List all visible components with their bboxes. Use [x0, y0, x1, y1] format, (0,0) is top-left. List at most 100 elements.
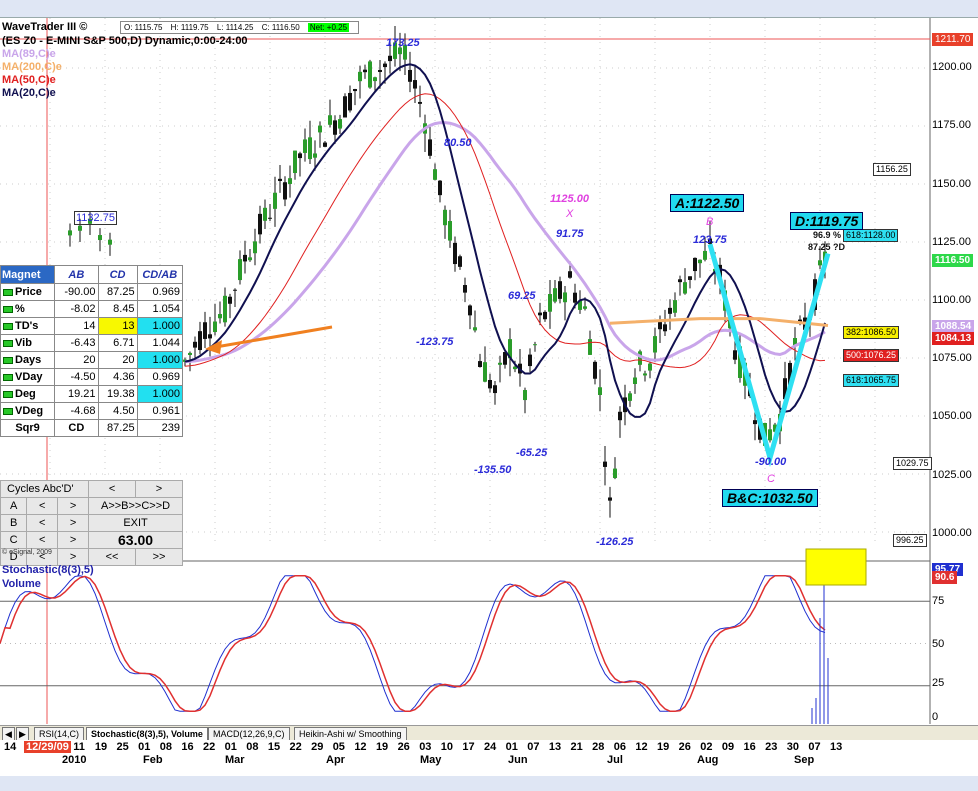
tab-macd[interactable]: MACD(12,26,9,C)	[208, 727, 290, 741]
candle-body	[783, 378, 787, 400]
row-a-label: A	[0, 497, 28, 515]
current-price-badge: 1116.50	[932, 254, 974, 267]
toggle-icon[interactable]	[3, 322, 13, 330]
candle-body	[533, 344, 537, 346]
candle-body	[388, 55, 392, 62]
ma50-legend[interactable]: MA(50,C)e	[2, 74, 56, 86]
cd-cell: 87.25	[97, 419, 138, 437]
ma89-legend[interactable]: MA(89,C)e	[2, 48, 56, 60]
candle-body	[228, 296, 232, 304]
month-label: Apr	[326, 754, 345, 766]
row-b-right-button[interactable]: >	[57, 514, 90, 532]
candle-body	[598, 387, 602, 395]
row-label[interactable]: VDay	[0, 368, 56, 386]
study-tabs: ◀ ▶ RSI(14,C) Stochastic(8(3),5), Volume…	[0, 725, 978, 741]
row-label[interactable]: Days	[0, 351, 56, 369]
toggle-icon[interactable]	[3, 305, 13, 313]
toggle-icon[interactable]	[3, 356, 13, 364]
candle-body	[768, 429, 772, 441]
tab-stochastic[interactable]: Stochastic(8(3),5), Volume	[86, 727, 208, 741]
row-c-left-button[interactable]: <	[26, 531, 59, 549]
candle-body	[473, 327, 477, 331]
table-row: Sqr9 CD 87.25 239	[0, 419, 184, 437]
row-a-right-button[interactable]: >	[57, 497, 90, 515]
stoch-tick: 50	[932, 638, 945, 650]
candle-body	[648, 363, 652, 371]
exit-button[interactable]: EXIT	[88, 514, 183, 532]
candle-body	[373, 77, 377, 82]
candle-body	[483, 362, 487, 382]
stochastic-label[interactable]: Stochastic(8(3),5)	[2, 564, 94, 576]
close-value: C: 1116.50	[261, 23, 300, 32]
row-label[interactable]: Price	[0, 283, 56, 301]
nav-forward-button[interactable]: >>	[135, 548, 183, 566]
row-label[interactable]: Vib	[0, 334, 56, 352]
candle-body	[393, 42, 397, 59]
candle-body	[448, 221, 452, 241]
toggle-icon[interactable]	[3, 407, 13, 415]
nav-back-button[interactable]: <<	[88, 548, 137, 566]
ma200-legend[interactable]: MA(200,C)e	[2, 61, 62, 73]
row-d-right-button[interactable]: >	[57, 548, 90, 566]
candle-body	[198, 331, 202, 351]
net-change: Net: +0.25	[307, 23, 350, 32]
candle-body	[683, 282, 687, 294]
cycle-prev-button[interactable]: <	[88, 480, 137, 498]
row-b-left-button[interactable]: <	[26, 514, 59, 532]
candle-body	[613, 468, 617, 479]
price-tick: 1150.00	[932, 178, 971, 190]
candle-body	[628, 393, 632, 401]
candle-body	[408, 69, 412, 82]
candle-body	[298, 153, 302, 159]
tab-scroll-right-icon[interactable]: ▶	[16, 727, 29, 741]
candle-body	[333, 120, 337, 135]
swing-label: -123.75	[416, 336, 454, 348]
ohlc-readout: O: 1115.75 H: 1119.75 L: 1114.25 C: 1116…	[120, 21, 360, 34]
row-label[interactable]: %	[0, 300, 56, 318]
row-b-label: B	[0, 514, 28, 532]
ab-cell: CD	[54, 419, 99, 437]
candle-body	[418, 101, 422, 104]
candle-body	[323, 142, 327, 147]
tab-scroll-left-icon[interactable]: ◀	[2, 727, 15, 741]
date-tick: 08	[159, 741, 172, 753]
toggle-icon[interactable]	[3, 288, 13, 296]
ma20-legend[interactable]: MA(20,C)e	[2, 87, 56, 99]
candle-body	[593, 361, 597, 379]
volume-label[interactable]: Volume	[2, 578, 41, 590]
candle-body	[563, 292, 567, 303]
ratio-cell: 0.969	[136, 368, 184, 386]
sequence-button[interactable]: A>>B>>C>>D	[88, 497, 183, 515]
cd-cell: 13	[97, 317, 138, 335]
candle-body	[558, 281, 562, 299]
candle-body	[193, 341, 197, 348]
toggle-icon[interactable]	[3, 339, 13, 347]
candle-body	[98, 235, 102, 241]
row-c-right-button[interactable]: >	[57, 531, 90, 549]
cycle-next-button[interactable]: >	[135, 480, 183, 498]
toggle-icon[interactable]	[3, 390, 13, 398]
table-row: Days 20 20 1.000	[0, 351, 184, 369]
tab-rsi[interactable]: RSI(14,C)	[34, 727, 85, 741]
date-tick: 29	[311, 741, 324, 753]
date-tick: 05	[332, 741, 345, 753]
candle-body	[188, 352, 192, 355]
row-label[interactable]: VDeg	[0, 402, 56, 420]
fib-618-top-badge: 618:1128.00	[843, 229, 899, 242]
candle-body	[543, 311, 547, 320]
candle-body	[383, 63, 387, 68]
month-label: Jun	[508, 754, 528, 766]
candle-body	[328, 115, 332, 125]
candle-body	[318, 125, 322, 133]
candle-body	[678, 279, 682, 283]
candle-body	[493, 385, 497, 394]
row-label[interactable]: TD's	[0, 317, 56, 335]
date-tick: 07	[527, 741, 540, 753]
date-tick: 30	[786, 741, 799, 753]
tab-heikin-ashi[interactable]: Heikin-Ashi w/ Smoothing	[294, 727, 407, 741]
candle-body	[308, 137, 312, 160]
swing-label: 1132.75	[74, 211, 117, 225]
toggle-icon[interactable]	[3, 373, 13, 381]
row-a-left-button[interactable]: <	[26, 497, 59, 515]
row-label[interactable]: Deg	[0, 385, 56, 403]
